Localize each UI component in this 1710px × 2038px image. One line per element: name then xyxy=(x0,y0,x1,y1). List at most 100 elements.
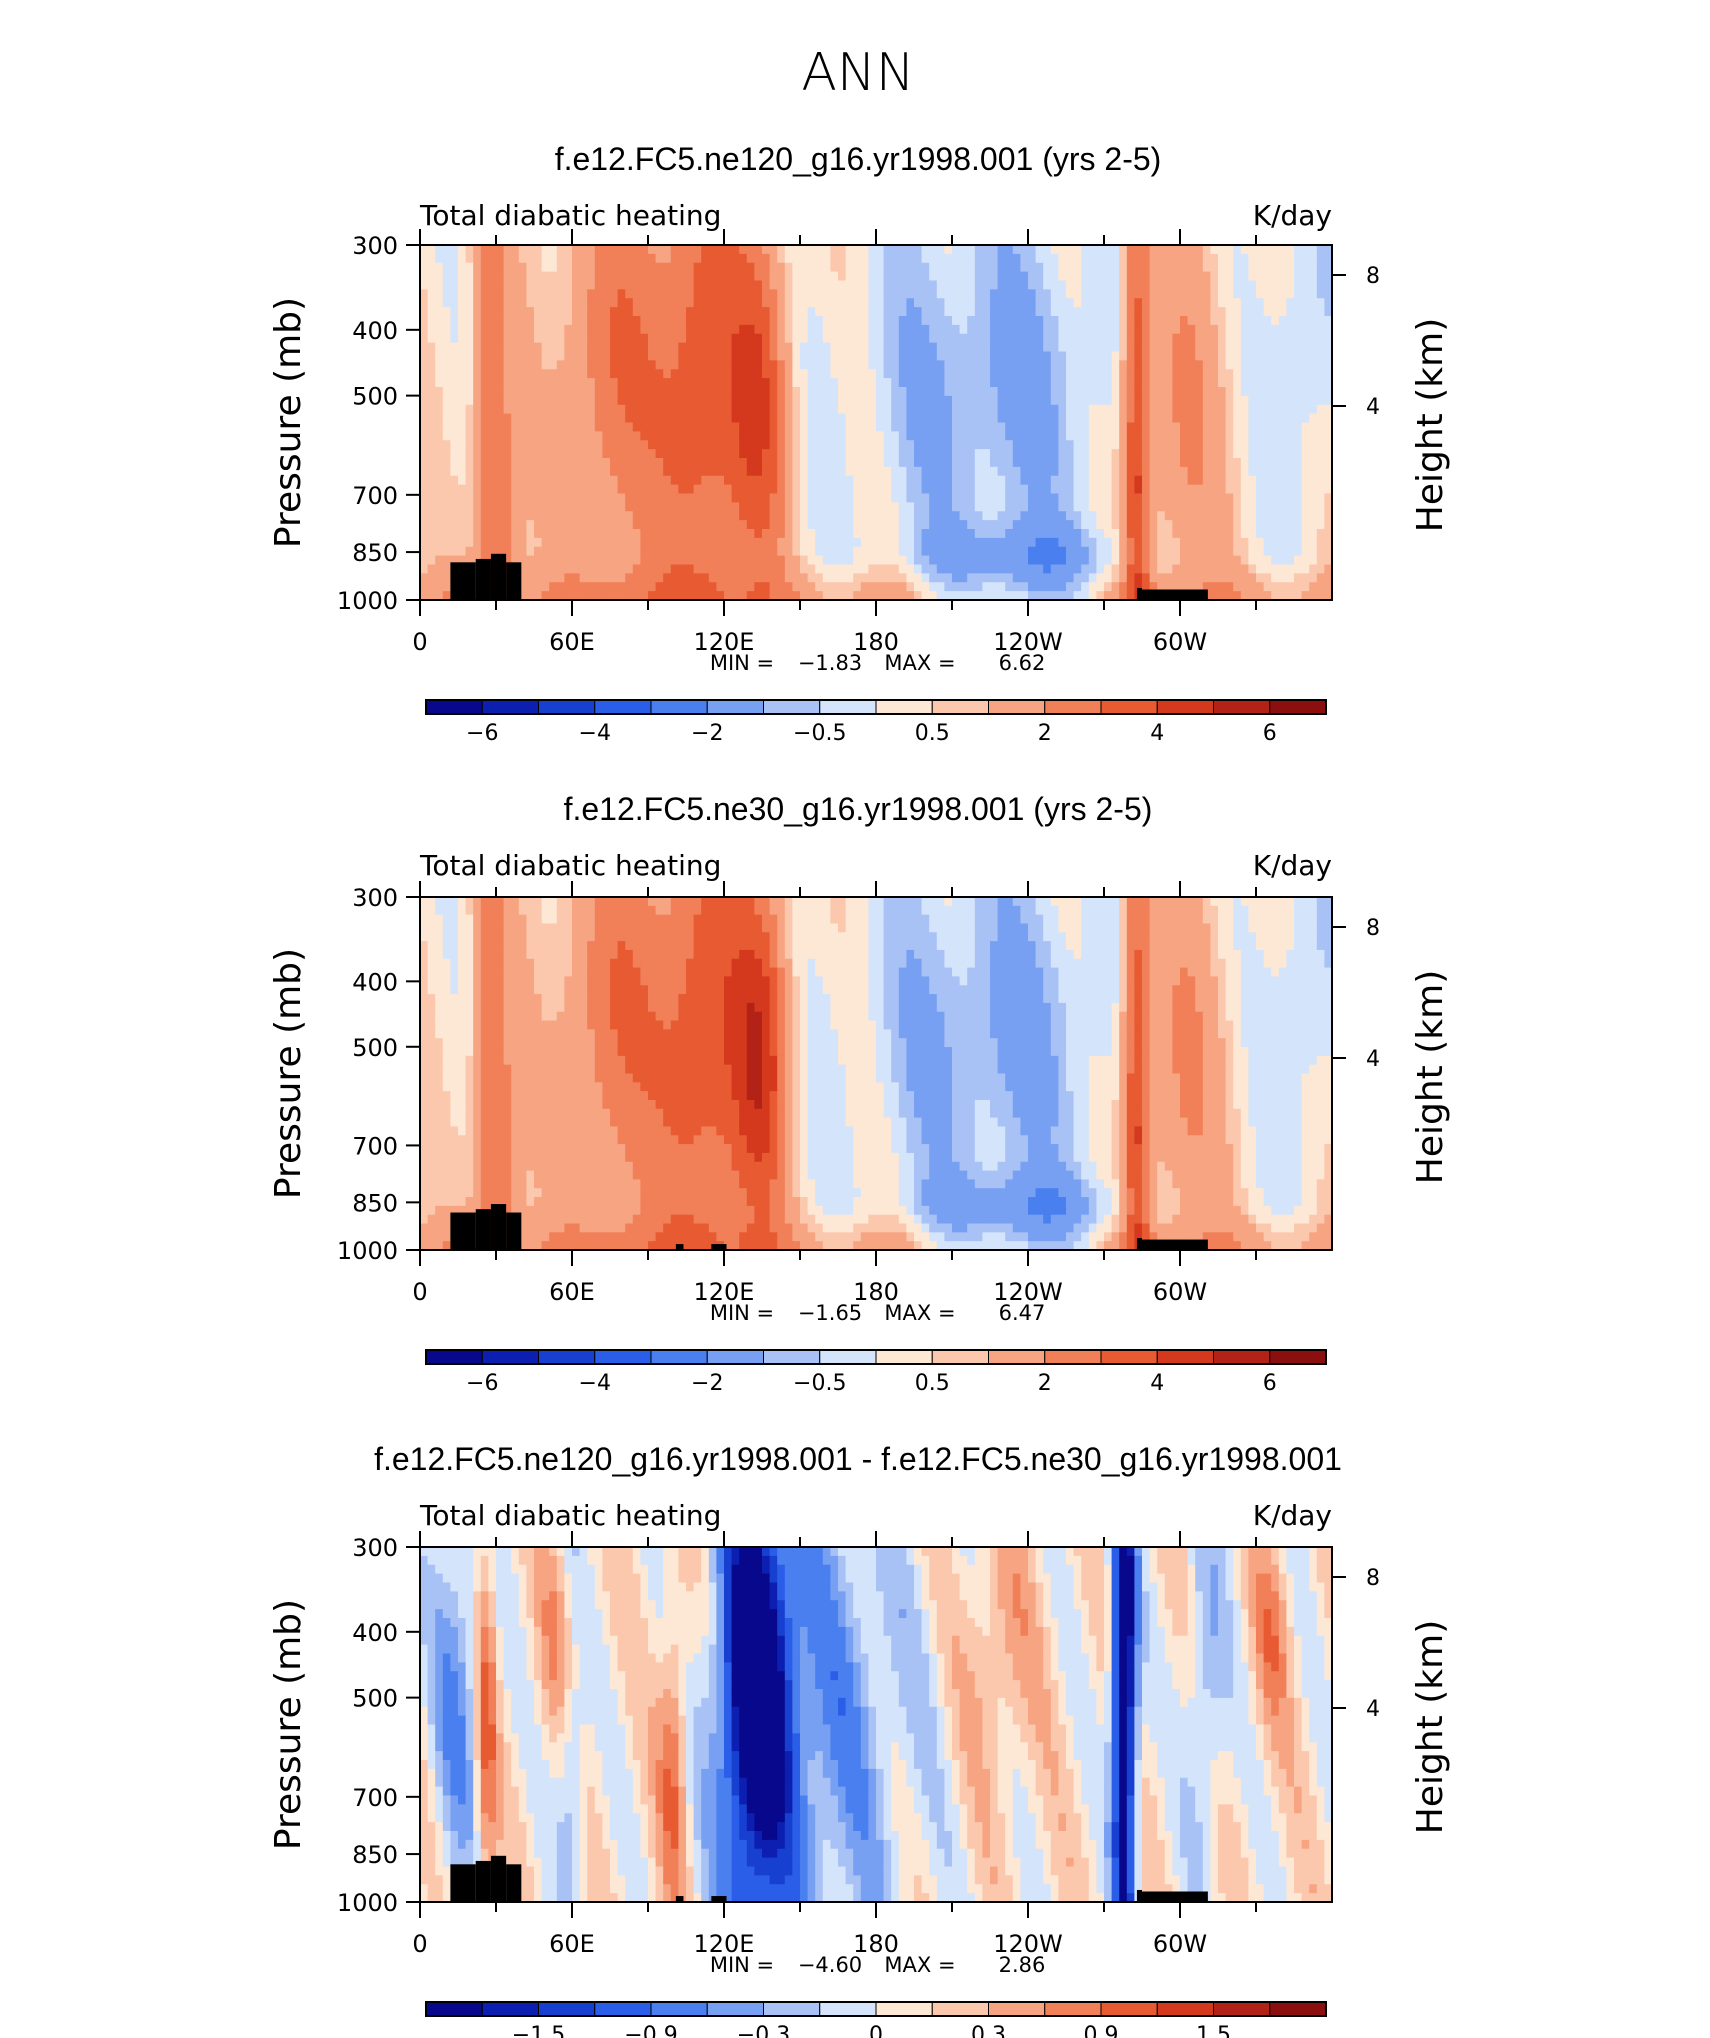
field-cell xyxy=(708,307,717,317)
field-cell xyxy=(488,280,497,290)
field-cell xyxy=(617,897,626,907)
field-cell xyxy=(853,253,862,264)
field-cell xyxy=(564,316,573,326)
field-cell xyxy=(990,582,999,592)
field-cell xyxy=(450,511,459,521)
field-cell xyxy=(1050,360,1059,370)
field-cell xyxy=(686,395,695,406)
field-cell xyxy=(511,440,520,450)
field-cell xyxy=(876,342,885,353)
field-cell xyxy=(845,564,854,574)
field-cell xyxy=(488,529,497,539)
field-cell xyxy=(572,555,581,566)
field-cell xyxy=(610,431,619,441)
field-cell xyxy=(822,484,831,495)
field-cell xyxy=(1104,897,1113,907)
field-cell xyxy=(663,502,672,512)
field-cell xyxy=(724,511,733,521)
field-cell xyxy=(1035,537,1044,548)
field-cell xyxy=(420,537,429,548)
field-cell xyxy=(1195,897,1204,907)
field-cell xyxy=(1028,591,1037,600)
field-cell xyxy=(640,351,649,361)
field-cell xyxy=(442,555,451,566)
field-cell xyxy=(526,564,535,574)
field-cell xyxy=(663,387,672,397)
field-cell xyxy=(1028,431,1037,441)
field-cell xyxy=(640,307,649,317)
field-cell xyxy=(777,449,786,459)
field-cell xyxy=(1088,493,1097,503)
field-cell xyxy=(1142,413,1151,424)
field-cell xyxy=(1149,573,1158,583)
field-cell xyxy=(465,280,474,290)
field-cell xyxy=(1035,484,1044,495)
field-cell xyxy=(617,520,626,530)
field-cell xyxy=(845,591,854,600)
field-cell xyxy=(1324,591,1332,600)
field-cell xyxy=(1157,342,1166,353)
field-cell xyxy=(427,298,436,308)
field-cell xyxy=(845,449,854,459)
field-cell xyxy=(1187,342,1196,353)
field-cell xyxy=(427,333,436,344)
field-cell xyxy=(1081,307,1090,317)
field-cell xyxy=(997,369,1006,379)
field-cell xyxy=(1073,440,1082,450)
field-cell xyxy=(1316,475,1325,486)
field-cell xyxy=(1005,404,1014,415)
field-cell xyxy=(1301,369,1310,379)
field-cell xyxy=(777,280,786,290)
field-cell xyxy=(1104,511,1113,521)
field-cell xyxy=(594,324,603,335)
field-cell xyxy=(853,897,862,907)
field-cell xyxy=(1172,289,1181,299)
field-cell xyxy=(1058,271,1067,282)
field-cell xyxy=(929,511,938,521)
field-cell xyxy=(1240,537,1249,548)
field-cell xyxy=(1149,458,1158,468)
field-cell xyxy=(1240,529,1249,539)
field-cell xyxy=(997,511,1006,521)
field-cell xyxy=(784,404,793,415)
field-cell xyxy=(1081,360,1090,370)
field-cell xyxy=(1104,573,1113,583)
field-cell xyxy=(488,546,497,557)
field-cell xyxy=(1126,271,1135,282)
field-cell xyxy=(625,280,634,290)
field-cell xyxy=(1119,431,1128,441)
field-cell xyxy=(731,493,740,503)
field-cell xyxy=(784,591,793,600)
field-cell xyxy=(800,537,809,548)
field-cell xyxy=(1126,466,1135,477)
field-cell xyxy=(815,529,824,539)
field-cell xyxy=(914,484,923,495)
field-cell xyxy=(617,404,626,415)
field-cell xyxy=(853,316,862,326)
field-cell xyxy=(465,422,474,432)
field-cell xyxy=(663,324,672,335)
field-cell xyxy=(1309,466,1318,477)
field-cell xyxy=(632,493,641,503)
field-cell xyxy=(1142,333,1151,344)
field-cell xyxy=(1111,897,1120,907)
field-cell xyxy=(815,245,824,255)
field-cell xyxy=(1202,342,1211,353)
field-cell xyxy=(534,413,543,424)
field-cell xyxy=(1248,564,1257,574)
field-cell xyxy=(1043,555,1052,566)
field-cell xyxy=(1066,324,1075,335)
field-cell xyxy=(974,484,983,495)
field-cell xyxy=(1050,493,1059,503)
field-cell xyxy=(1309,449,1318,459)
field-cell xyxy=(1134,333,1143,344)
field-cell xyxy=(952,573,961,583)
field-cell xyxy=(617,271,626,282)
field-cell xyxy=(868,360,877,370)
field-cell xyxy=(1020,537,1029,548)
field-cell xyxy=(496,449,505,459)
field-cell xyxy=(1256,378,1265,388)
field-cell xyxy=(1119,520,1128,530)
field-cell xyxy=(1043,307,1052,317)
field-cell xyxy=(1020,458,1029,468)
